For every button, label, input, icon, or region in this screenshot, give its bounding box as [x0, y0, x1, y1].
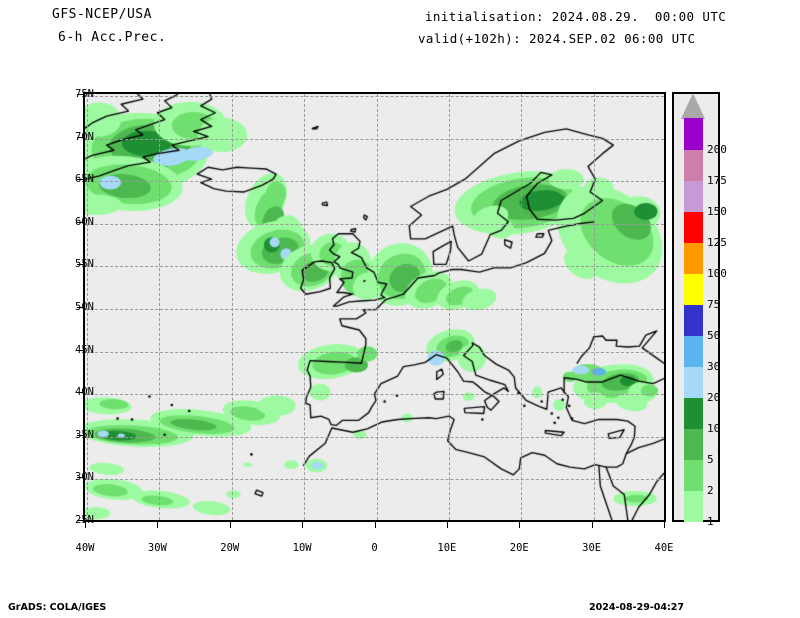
gridline-vertical [448, 94, 450, 520]
colorbar-tick-label: 50 [707, 328, 721, 342]
colorbar-tick-label: 175 [707, 173, 727, 187]
colorbar-segment[interactable] [684, 273, 703, 305]
longitude-tick-label: 0 [371, 542, 378, 554]
gridline-vertical [159, 94, 161, 520]
latitude-tick-mark [77, 264, 83, 266]
longitude-tick-mark [157, 522, 159, 528]
latitude-tick-label: 75N [75, 88, 94, 100]
longitude-tick-mark [85, 522, 86, 528]
gridline-horizontal [85, 479, 664, 481]
colorbar[interactable] [684, 118, 703, 522]
latitude-tick-mark [77, 520, 83, 521]
colorbar-segment[interactable] [684, 459, 703, 491]
latitude-tick-mark [77, 392, 83, 394]
gridline-vertical [231, 94, 233, 520]
longitude-tick-label: 30E [582, 542, 602, 554]
field-title: 6-h Acc.Prec. [58, 30, 167, 45]
colorbar-segment[interactable] [684, 211, 703, 243]
colorbar-tick-label: 5 [707, 452, 714, 466]
grads-credit: GrADS: COLA/IGES [8, 602, 107, 613]
colorbar-segment[interactable] [684, 335, 703, 367]
gridline-vertical [521, 94, 523, 520]
latitude-tick-label: 35N [75, 428, 94, 441]
latitude-tick-label: 70N [75, 130, 94, 143]
gridline-vertical [304, 94, 306, 520]
colorbar-tick-label: 10 [707, 421, 721, 435]
colorbar-tick-label: 1 [707, 514, 714, 528]
gridline-horizontal [85, 351, 664, 353]
gridline-vertical [87, 94, 88, 520]
colorbar-tick-label: 200 [707, 142, 727, 156]
latitude-tick-mark [77, 349, 83, 351]
colorbar-tick-label: 2 [707, 483, 714, 497]
colorbar-tick-label: 100 [707, 266, 727, 280]
latitude-tick-label: 30N [75, 471, 94, 484]
longitude-tick-mark [229, 522, 231, 528]
longitude-tick-label: 40E [654, 542, 674, 554]
latitude-tick-mark [77, 307, 83, 308]
longitude-tick-mark [374, 522, 376, 528]
latitude-tick-label: 25N [75, 514, 94, 526]
render-timestamp: 2024-08-29-04:27 [589, 602, 684, 613]
longitude-tick-label: 10W [292, 542, 312, 554]
gridline-horizontal [85, 436, 664, 438]
model-title: GFS-NCEP/USA [52, 7, 152, 22]
colorbar-overflow-arrow-icon [681, 93, 705, 119]
colorbar-segment[interactable] [684, 428, 703, 460]
latitude-tick-label: 55N [75, 258, 94, 271]
latitude-tick-mark [77, 477, 83, 479]
latitude-tick-mark [77, 94, 83, 95]
colorbar-tick-label: 20 [707, 390, 721, 404]
longitude-tick-mark [591, 522, 593, 528]
longitude-tick-mark [664, 522, 665, 528]
precipitation-map-plot[interactable] [83, 92, 666, 522]
initialisation-time: initialisation: 2024.08.29. 00:00 UTC [425, 9, 727, 24]
longitude-tick-label: 30W [147, 542, 167, 554]
longitude-tick-label: 40W [75, 542, 95, 554]
gridline-horizontal [85, 266, 664, 268]
latitude-tick-mark [77, 434, 83, 436]
gridline-horizontal [85, 181, 664, 183]
gridline-horizontal [85, 96, 664, 97]
colorbar-tick-label: 30 [707, 359, 721, 373]
latitude-tick-label: 65N [75, 173, 94, 186]
gridline-vertical [593, 94, 595, 520]
gridline-horizontal [85, 223, 664, 225]
precipitation-field-canvas [85, 94, 664, 520]
longitude-tick-mark [519, 522, 521, 528]
latitude-tick-label: 60N [75, 215, 94, 228]
colorbar-segment[interactable] [684, 180, 703, 212]
colorbar-tick-label: 150 [707, 204, 727, 218]
colorbar-segment[interactable] [684, 242, 703, 274]
latitude-tick-label: 50N [75, 301, 94, 313]
gridline-horizontal [85, 394, 664, 396]
longitude-tick-label: 10E [437, 542, 457, 554]
latitude-tick-mark [77, 179, 83, 181]
latitude-tick-label: 40N [75, 386, 94, 399]
valid-time: valid(+102h): 2024.SEP.02 06:00 UTC [418, 31, 696, 46]
gridline-horizontal [85, 309, 664, 310]
gridline-horizontal [85, 138, 664, 140]
longitude-tick-mark [302, 522, 304, 528]
colorbar-segment[interactable] [684, 118, 703, 150]
colorbar-tick-label: 75 [707, 297, 721, 311]
colorbar-segment[interactable] [684, 149, 703, 181]
colorbar-segment[interactable] [684, 366, 703, 398]
latitude-tick-mark [77, 136, 83, 138]
colorbar-tick-label: 125 [707, 235, 727, 249]
colorbar-segment[interactable] [684, 304, 703, 336]
latitude-tick-mark [77, 221, 83, 223]
longitude-tick-mark [446, 522, 448, 528]
colorbar-segment[interactable] [684, 490, 703, 522]
colorbar-segment[interactable] [684, 397, 703, 429]
gridline-vertical [376, 94, 378, 520]
longitude-tick-label: 20E [509, 542, 529, 554]
latitude-tick-label: 45N [75, 343, 94, 356]
longitude-tick-label: 20W [220, 542, 240, 554]
